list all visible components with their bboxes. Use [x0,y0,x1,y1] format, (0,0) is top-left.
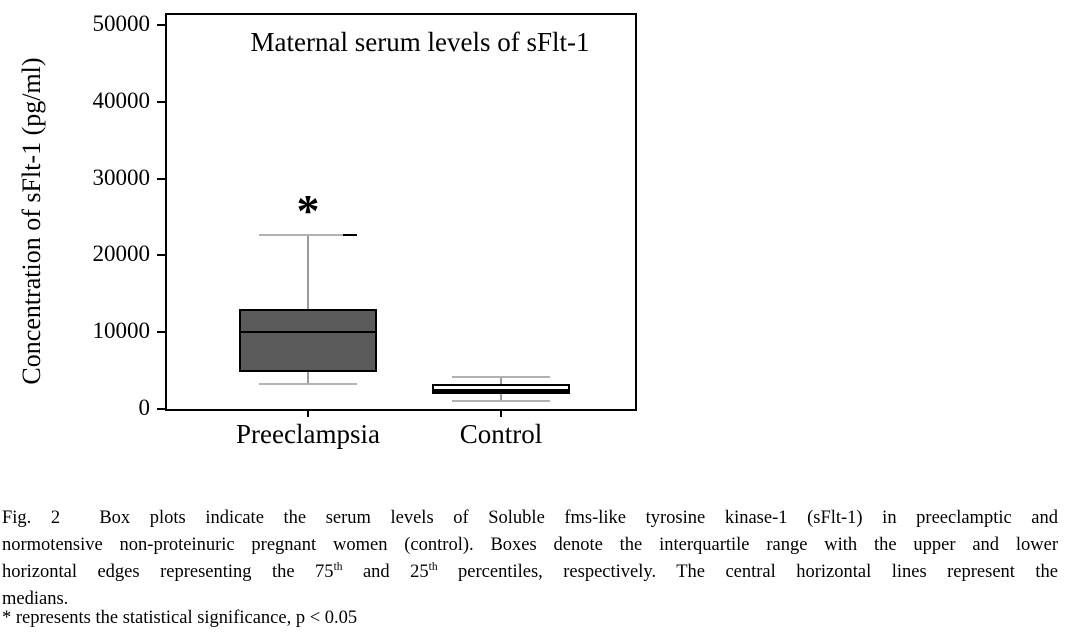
median-line-preeclampsia [241,331,375,334]
figure-box-plot: Maternal serum levels of sFlt-1 Concentr… [2,11,1059,628]
whisker-lower-control [500,394,502,401]
caption-line-3: horizontal edges representing the 75th a… [2,559,1058,586]
whisker-upper-control [500,376,502,385]
y-tick-label: 30000 [92,164,151,190]
figure-caption: Fig. 2 Box plots indicate the serum leve… [2,505,1058,632]
x-tick-mark-control [500,411,502,417]
y-axis-title: Concentration of sFlt-1 (pg/ml) [17,57,46,385]
significance-asterisk: * [296,185,320,236]
caption-text: percentiles, respectively. The central h… [437,562,1059,582]
y-tick-mark [157,331,165,334]
caption-text: normotensive non-proteinuric pregnant wo… [2,535,1058,555]
caption-text: horizontal edges representing the 75 [2,562,334,582]
whisker-lower-preeclampsia [307,372,309,384]
whisker-cap-lower-preeclampsia [259,382,357,385]
whisker-cap-lower-control [452,399,550,402]
caption-note-clipped: * represents the statistical significanc… [2,605,1058,632]
caption-superscript: th [428,560,438,573]
caption-superscript: th [333,560,343,573]
plot-area-frame [165,13,637,411]
median-line-control [434,388,568,392]
y-tick-mark [157,100,165,103]
y-tick-label: 50000 [92,11,151,36]
caption-line-2: normotensive non-proteinuric pregnant wo… [2,532,1058,559]
caption-text: medians. [2,589,69,609]
y-tick-label: 0 [138,395,151,420]
x-axis-label-preeclampsia: Preeclampsia [236,419,380,449]
chart-title: Maternal serum levels of sFlt-1 [250,27,590,57]
caption-text: Fig. 2 Box plots indicate the serum leve… [2,508,1058,528]
whisker-upper-preeclampsia [307,234,309,310]
box-preeclampsia [239,309,377,373]
whisker-cap-upper-control [452,375,550,378]
x-axis-label-control: Control [459,419,543,449]
caption-line-4: medians. [2,586,1058,613]
x-tick-mark-preeclampsia [307,411,309,417]
whisker-cap-upper-tip-preeclampsia [343,233,357,236]
y-tick-label: 10000 [92,318,151,344]
whisker-cap-upper-preeclampsia [259,233,357,236]
caption-text: * represents the statistical significanc… [2,608,358,628]
caption-line-1: Fig. 2 Box plots indicate the serum leve… [2,505,1058,532]
y-tick-mark [157,408,165,410]
y-tick-mark [157,254,165,257]
caption-text: and 25 [342,562,429,582]
y-tick-mark [157,177,165,180]
y-tick-label: 40000 [92,87,151,113]
y-tick-mark [157,24,165,26]
y-tick-label: 20000 [92,241,151,267]
